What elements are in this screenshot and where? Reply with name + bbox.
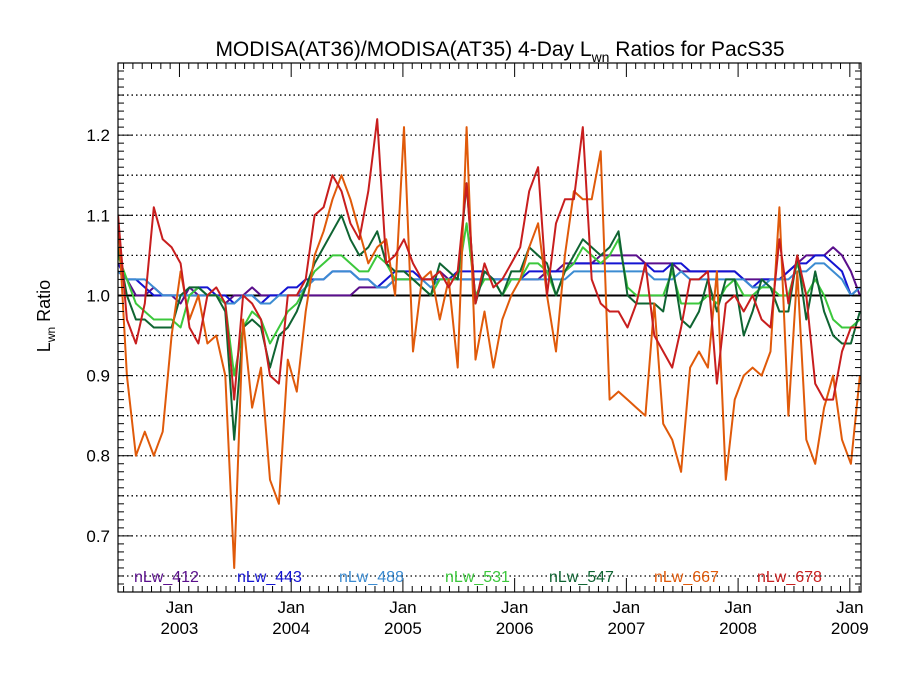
chart-title: MODISA(AT36)/MODISA(AT35) 4-Day Lwn Rati… <box>215 38 784 65</box>
series-line-nLw_667 <box>118 126 861 569</box>
legend-entry-nLw_488: nLw_488 <box>339 569 404 586</box>
legend-entry-nLw_678: nLw_678 <box>757 569 822 586</box>
legend-entry-nLw_667: nLw_667 <box>654 569 719 586</box>
x-tick-year-label: 2007 <box>607 619 645 638</box>
y-tick-label: 0.9 <box>86 367 110 386</box>
x-tick-year-label: 2005 <box>384 619 422 638</box>
x-tick-month-label: Jan <box>836 598 863 617</box>
x-tick-month-label: Jan <box>501 598 528 617</box>
series-lines <box>118 118 861 569</box>
legend-entry-nLw_443: nLw_443 <box>237 569 302 586</box>
series-line-nLw_678 <box>118 118 860 401</box>
axes: 0.7 0.8 0.9 1.0 1.1 1.2 Jan 2003 Jan 2004 Jan 2005 J… <box>86 62 869 638</box>
x-tick-year-label: 2003 <box>161 619 199 638</box>
legend-entry-nLw_547: nLw_547 <box>549 569 614 586</box>
y-tick-label: 1.1 <box>86 206 110 225</box>
y-tick-label: 0.8 <box>86 447 110 466</box>
legend-entry-nLw_412: nLw_412 <box>134 569 199 586</box>
x-tick-month-label: Jan <box>613 598 640 617</box>
x-tick-year-label: 2006 <box>496 619 534 638</box>
series-line-nLw_488 <box>118 262 861 305</box>
x-tick-year-label: 2009 <box>831 619 869 638</box>
y-tick-label: 0.7 <box>86 527 110 546</box>
y-tick-label: 1.2 <box>86 126 110 145</box>
legend-entry-nLw_531: nLw_531 <box>445 569 510 586</box>
y-axis-label: Lwn Ratio <box>34 280 58 352</box>
legend: nLw_412 nLw_443 nLw_488 nLw_531 nLw_547 nLw_6… <box>134 569 822 586</box>
plot-frame <box>117 62 862 593</box>
y-tick-label: 1.0 <box>86 286 110 305</box>
x-tick-month-label: Jan <box>389 598 416 617</box>
x-tick-month-label: Jan <box>166 598 193 617</box>
x-tick-month-label: Jan <box>277 598 304 617</box>
series-line-nLw_547 <box>118 182 861 441</box>
x-tick-year-label: 2004 <box>272 619 310 638</box>
x-tick-year-label: 2008 <box>719 619 757 638</box>
x-tick-month-label: Jan <box>724 598 751 617</box>
